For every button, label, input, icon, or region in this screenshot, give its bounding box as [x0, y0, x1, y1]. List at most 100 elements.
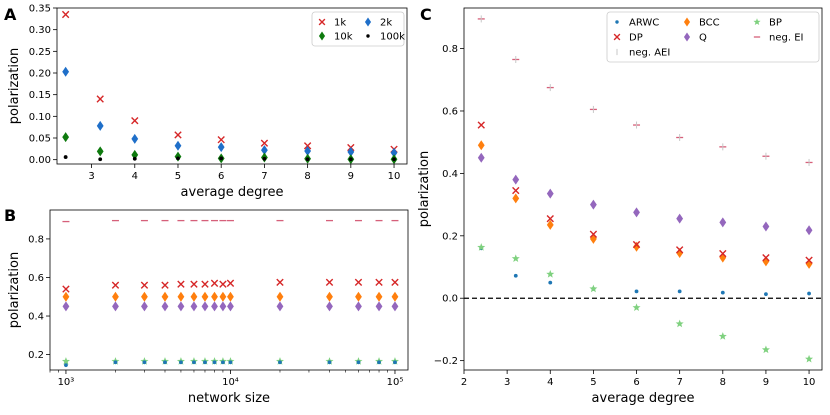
data-point: [61, 10, 70, 19]
x-tick-label: 10: [803, 377, 816, 388]
x-tick-label: 10⁴: [222, 377, 239, 388]
data-point: [676, 247, 684, 258]
data-point: [512, 174, 520, 185]
panel-a-label: A: [4, 5, 17, 24]
panel-c-label: C: [420, 5, 432, 24]
legend-label: Q: [699, 33, 707, 44]
data-point: [96, 120, 104, 131]
data-point: [348, 157, 353, 162]
data-point: [805, 354, 814, 363]
data-point: [548, 280, 553, 285]
data-point: [163, 360, 167, 365]
x-tick-label: 8: [720, 377, 726, 388]
data-point: [141, 301, 148, 312]
data-point: [325, 278, 334, 286]
data-point: [477, 243, 486, 251]
data-point: [477, 152, 485, 163]
data-point: [546, 188, 554, 199]
data-point: [546, 269, 555, 278]
data-point: [112, 291, 119, 302]
data-point: [61, 357, 70, 365]
x-tick-label: 4: [132, 171, 138, 182]
data-point: [261, 145, 268, 156]
data-point: [190, 280, 198, 288]
data-point: [176, 156, 180, 161]
legend-label: 1k: [334, 18, 346, 29]
data-point: [305, 157, 310, 162]
data-point: [62, 291, 70, 302]
data-point: [210, 279, 219, 287]
data-point: [326, 301, 333, 312]
data-point: [161, 281, 169, 289]
data-point: [634, 289, 639, 294]
data-point: [632, 240, 641, 249]
legend-box: [311, 11, 405, 47]
data-point: [219, 291, 227, 302]
legend-label: BCC: [699, 18, 720, 29]
data-point: [718, 332, 727, 340]
y-axis-label: polarization: [7, 48, 22, 124]
legend-marker: [366, 34, 370, 38]
y-tick-label: 0.8: [442, 44, 458, 55]
data-point: [219, 301, 227, 312]
data-point: [140, 281, 149, 289]
data-point: [633, 207, 640, 218]
x-axis-label: network size: [188, 391, 270, 406]
data-point: [546, 214, 554, 223]
data-point: [219, 156, 224, 161]
data-point: [390, 147, 398, 158]
data-point: [142, 360, 147, 365]
data-point: [63, 155, 68, 159]
y-tick-label: 0.2: [28, 350, 44, 361]
plot-frame: [56, 7, 408, 165]
data-point: [375, 301, 383, 312]
x-axis-label: average degree: [592, 391, 695, 406]
data-point: [304, 146, 312, 156]
y-tick-label: 0.30: [29, 25, 51, 36]
data-point: [217, 136, 225, 144]
y-tick-label: 0.00: [29, 155, 51, 166]
data-point: [227, 301, 234, 312]
data-point: [477, 140, 485, 151]
data-point: [326, 291, 333, 302]
data-point: [347, 146, 355, 157]
plot-frame: [463, 7, 823, 371]
y-tick-label: 0.25: [29, 47, 51, 58]
x-tick-label: 3: [504, 377, 510, 388]
data-point: [113, 360, 118, 365]
legend-marker: [318, 18, 326, 26]
legend-box: [606, 11, 820, 63]
data-point: [589, 199, 597, 210]
data-point: [512, 186, 520, 195]
data-point: [64, 363, 68, 368]
legend-label: ARWC: [629, 18, 659, 29]
data-point: [111, 281, 120, 289]
x-tick-label: 2: [461, 377, 467, 388]
data-point: [392, 157, 396, 162]
x-tick-label: 10: [388, 171, 401, 182]
data-point: [278, 360, 282, 365]
legend-marker: [683, 32, 691, 42]
plot-frame: [49, 209, 409, 371]
data-point: [217, 142, 225, 153]
data-point: [761, 345, 770, 354]
legend-label: neg. EI: [769, 33, 803, 44]
data-point: [276, 278, 284, 286]
data-point: [212, 360, 217, 365]
data-point: [177, 280, 185, 288]
data-point: [201, 280, 209, 288]
data-point: [161, 291, 169, 302]
data-point: [203, 360, 207, 365]
data-point: [201, 291, 209, 302]
y-tick-label: −0.2: [434, 356, 458, 367]
data-point: [177, 291, 185, 302]
x-tick-label: 9: [348, 171, 354, 182]
data-point: [677, 289, 682, 294]
legend-label: 10k: [334, 32, 353, 43]
data-point: [226, 279, 235, 287]
data-point: [227, 291, 234, 302]
panel-b-chart: 10³ 10⁴ 10⁵ 0.2 0.4 0.6 0.8 network size polariz…: [7, 209, 409, 406]
data-point: [131, 116, 139, 125]
legend-marker: [753, 18, 761, 26]
x-tick-label: 3: [88, 171, 94, 182]
